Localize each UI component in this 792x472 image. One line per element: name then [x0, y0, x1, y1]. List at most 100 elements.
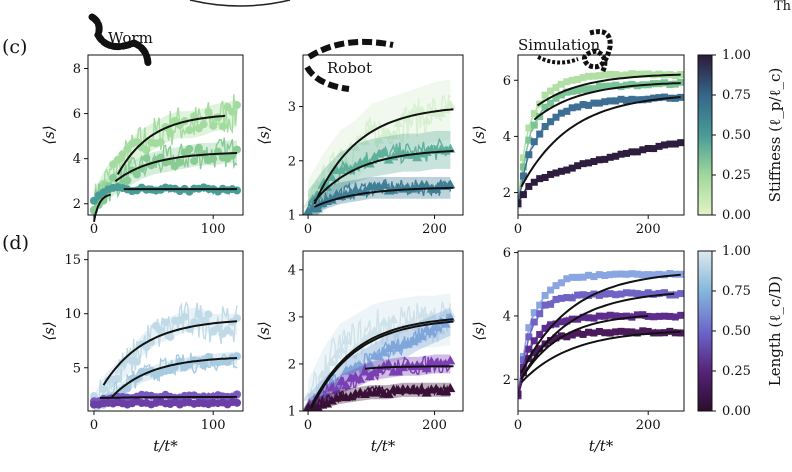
xtick-label-d-worm-1: 100	[201, 418, 226, 433]
marker-d-robot-2-24	[341, 380, 352, 390]
marker-d-worm-0-84	[223, 326, 232, 335]
marker-d-sim-0-75	[650, 271, 658, 279]
axes-frame-d-worm	[87, 250, 244, 412]
marker-d-sim-3-51	[606, 329, 614, 337]
marker-d-sim-2-15	[541, 324, 549, 332]
marker-d-sim-0-12	[536, 301, 544, 309]
marker-c-sim-1-24	[557, 91, 565, 99]
marker-c-sim-0-18	[547, 87, 555, 95]
marker-d-sim-0-66	[633, 270, 641, 278]
marker-d-robot-2-21	[336, 376, 347, 386]
ytick-label-c-sim-2: 6	[503, 74, 511, 89]
xtick-label-c-worm-0: 0	[90, 222, 98, 237]
band-c-worm-1	[94, 140, 237, 215]
marker-c-worm-0-63	[190, 112, 199, 121]
marker-d-sim-3-48	[601, 329, 609, 337]
marker-d-sim-3-3	[519, 369, 527, 377]
marker-d-sim-1-72	[644, 289, 652, 297]
marker-c-worm-0-15	[113, 155, 122, 164]
marker-d-worm-0-66	[194, 310, 203, 319]
marker-d-robot-1-66	[407, 335, 418, 345]
marker-c-sim-2-9	[530, 138, 538, 146]
ytick-label-d-worm-1: 10	[64, 307, 81, 322]
marker-d-robot-0-18	[331, 349, 342, 359]
marker-d-sim-2-39	[585, 314, 593, 322]
fit-line-d-worm-0	[102, 320, 238, 386]
xlabel-d-sim: t/t*	[589, 437, 614, 455]
marker-c-sim-3-33	[574, 162, 582, 170]
marker-d-sim-1-15	[541, 301, 549, 309]
marker-c-sim-3-0	[518, 200, 522, 208]
marker-d-robot-3-12	[322, 398, 333, 408]
marker-c-robot-0-90	[445, 99, 456, 109]
marker-c-worm-1-66	[194, 143, 203, 152]
marker-d-sim-1-27	[563, 294, 571, 302]
marker-c-worm-1-12	[109, 173, 118, 182]
marker-c-worm-0-69	[199, 120, 208, 129]
marker-c-sim-1-36	[579, 85, 587, 93]
marker-c-sim-0-45	[595, 72, 603, 80]
fit-line-c-worm-0	[116, 114, 226, 175]
marker-c-sim-1-27	[563, 88, 571, 96]
colorbar-length-tick-2: 0.50	[722, 324, 751, 339]
marker-d-sim-3-63	[628, 328, 636, 336]
marker-c-worm-0-90	[233, 101, 242, 110]
marker-d-robot-0-72	[416, 309, 427, 319]
marker-d-worm-0-63	[190, 318, 199, 327]
plot-area-d-robot	[303, 293, 456, 411]
series-c-sim-2	[518, 93, 684, 207]
marker-d-robot-1-69	[412, 333, 423, 343]
xlabel-d-worm: t/t*	[153, 437, 178, 455]
marker-d-sim-0-30	[568, 273, 576, 281]
marker-c-sim-3-51	[606, 153, 614, 161]
marker-c-sim-3-9	[530, 178, 538, 186]
marker-c-sim-0-21	[552, 84, 560, 92]
marker-c-sim-2-78	[655, 94, 663, 102]
marker-c-sim-0-15	[541, 91, 549, 99]
marker-d-sim-3-27	[563, 333, 571, 341]
marker-c-sim-3-6	[525, 182, 533, 190]
marker-c-sim-1-63	[628, 80, 636, 88]
marker-c-robot-2-75	[421, 180, 432, 190]
marker-d-sim-0-84	[666, 270, 674, 278]
marker-d-sim-2-87	[671, 313, 679, 321]
xtick-label-d-sim-0: 0	[514, 418, 522, 433]
marker-d-robot-3-51	[383, 388, 394, 398]
marker-d-sim-3-57	[617, 327, 625, 335]
xtick-label-c-sim-0: 0	[514, 222, 522, 237]
marker-c-sim-3-27	[563, 166, 571, 174]
marker-c-sim-0-42	[590, 72, 598, 80]
ytick-label-d-robot-0: 1	[288, 405, 296, 420]
marker-c-sim-3-15	[541, 173, 549, 181]
ylabel-d-sim: ⟨s⟩	[470, 321, 488, 340]
ytick-label-c-sim-0: 2	[503, 186, 511, 201]
panel-d-worm: 0 100 5 10 15 ⟨s⟩ t/t* (d)	[2, 232, 244, 455]
marker-c-sim-2-63	[628, 95, 636, 103]
fit-line-c-sim-2	[520, 96, 681, 188]
marker-c-worm-0-72	[204, 107, 213, 116]
marker-c-sim-2-66	[633, 96, 641, 104]
marker-c-robot-0-57	[393, 117, 404, 127]
fit-line-d-worm-2	[99, 395, 237, 399]
marker-c-robot-1-21	[336, 165, 347, 175]
ytick-label-d-worm-2: 15	[64, 253, 81, 268]
marker-d-robot-3-72	[416, 384, 427, 394]
marker-d-sim-1-30	[568, 294, 576, 302]
marker-c-worm-0-48	[166, 129, 175, 138]
marker-d-sim-3-39	[585, 328, 593, 336]
marker-d-sim-1-75	[650, 290, 658, 298]
marker-d-sim-3-21	[552, 334, 560, 342]
fit-line-c-worm-1	[114, 152, 238, 183]
marker-d-sim-3-45	[595, 327, 603, 335]
marker-d-sim-3-12	[536, 345, 544, 353]
marker-c-sim-3-18	[547, 170, 555, 178]
colorbar-stiffness-gradient	[697, 54, 713, 216]
marker-c-worm-0-42	[156, 138, 165, 147]
marker-d-sim-2-84	[666, 312, 674, 320]
band-c-robot-1	[308, 130, 451, 215]
marker-d-robot-0-24	[341, 335, 352, 345]
marker-c-worm-0-60	[185, 126, 194, 135]
marker-c-worm-0-33	[142, 146, 151, 155]
fit-line-d-robot-2	[364, 365, 454, 370]
marker-c-sim-1-33	[574, 87, 582, 95]
